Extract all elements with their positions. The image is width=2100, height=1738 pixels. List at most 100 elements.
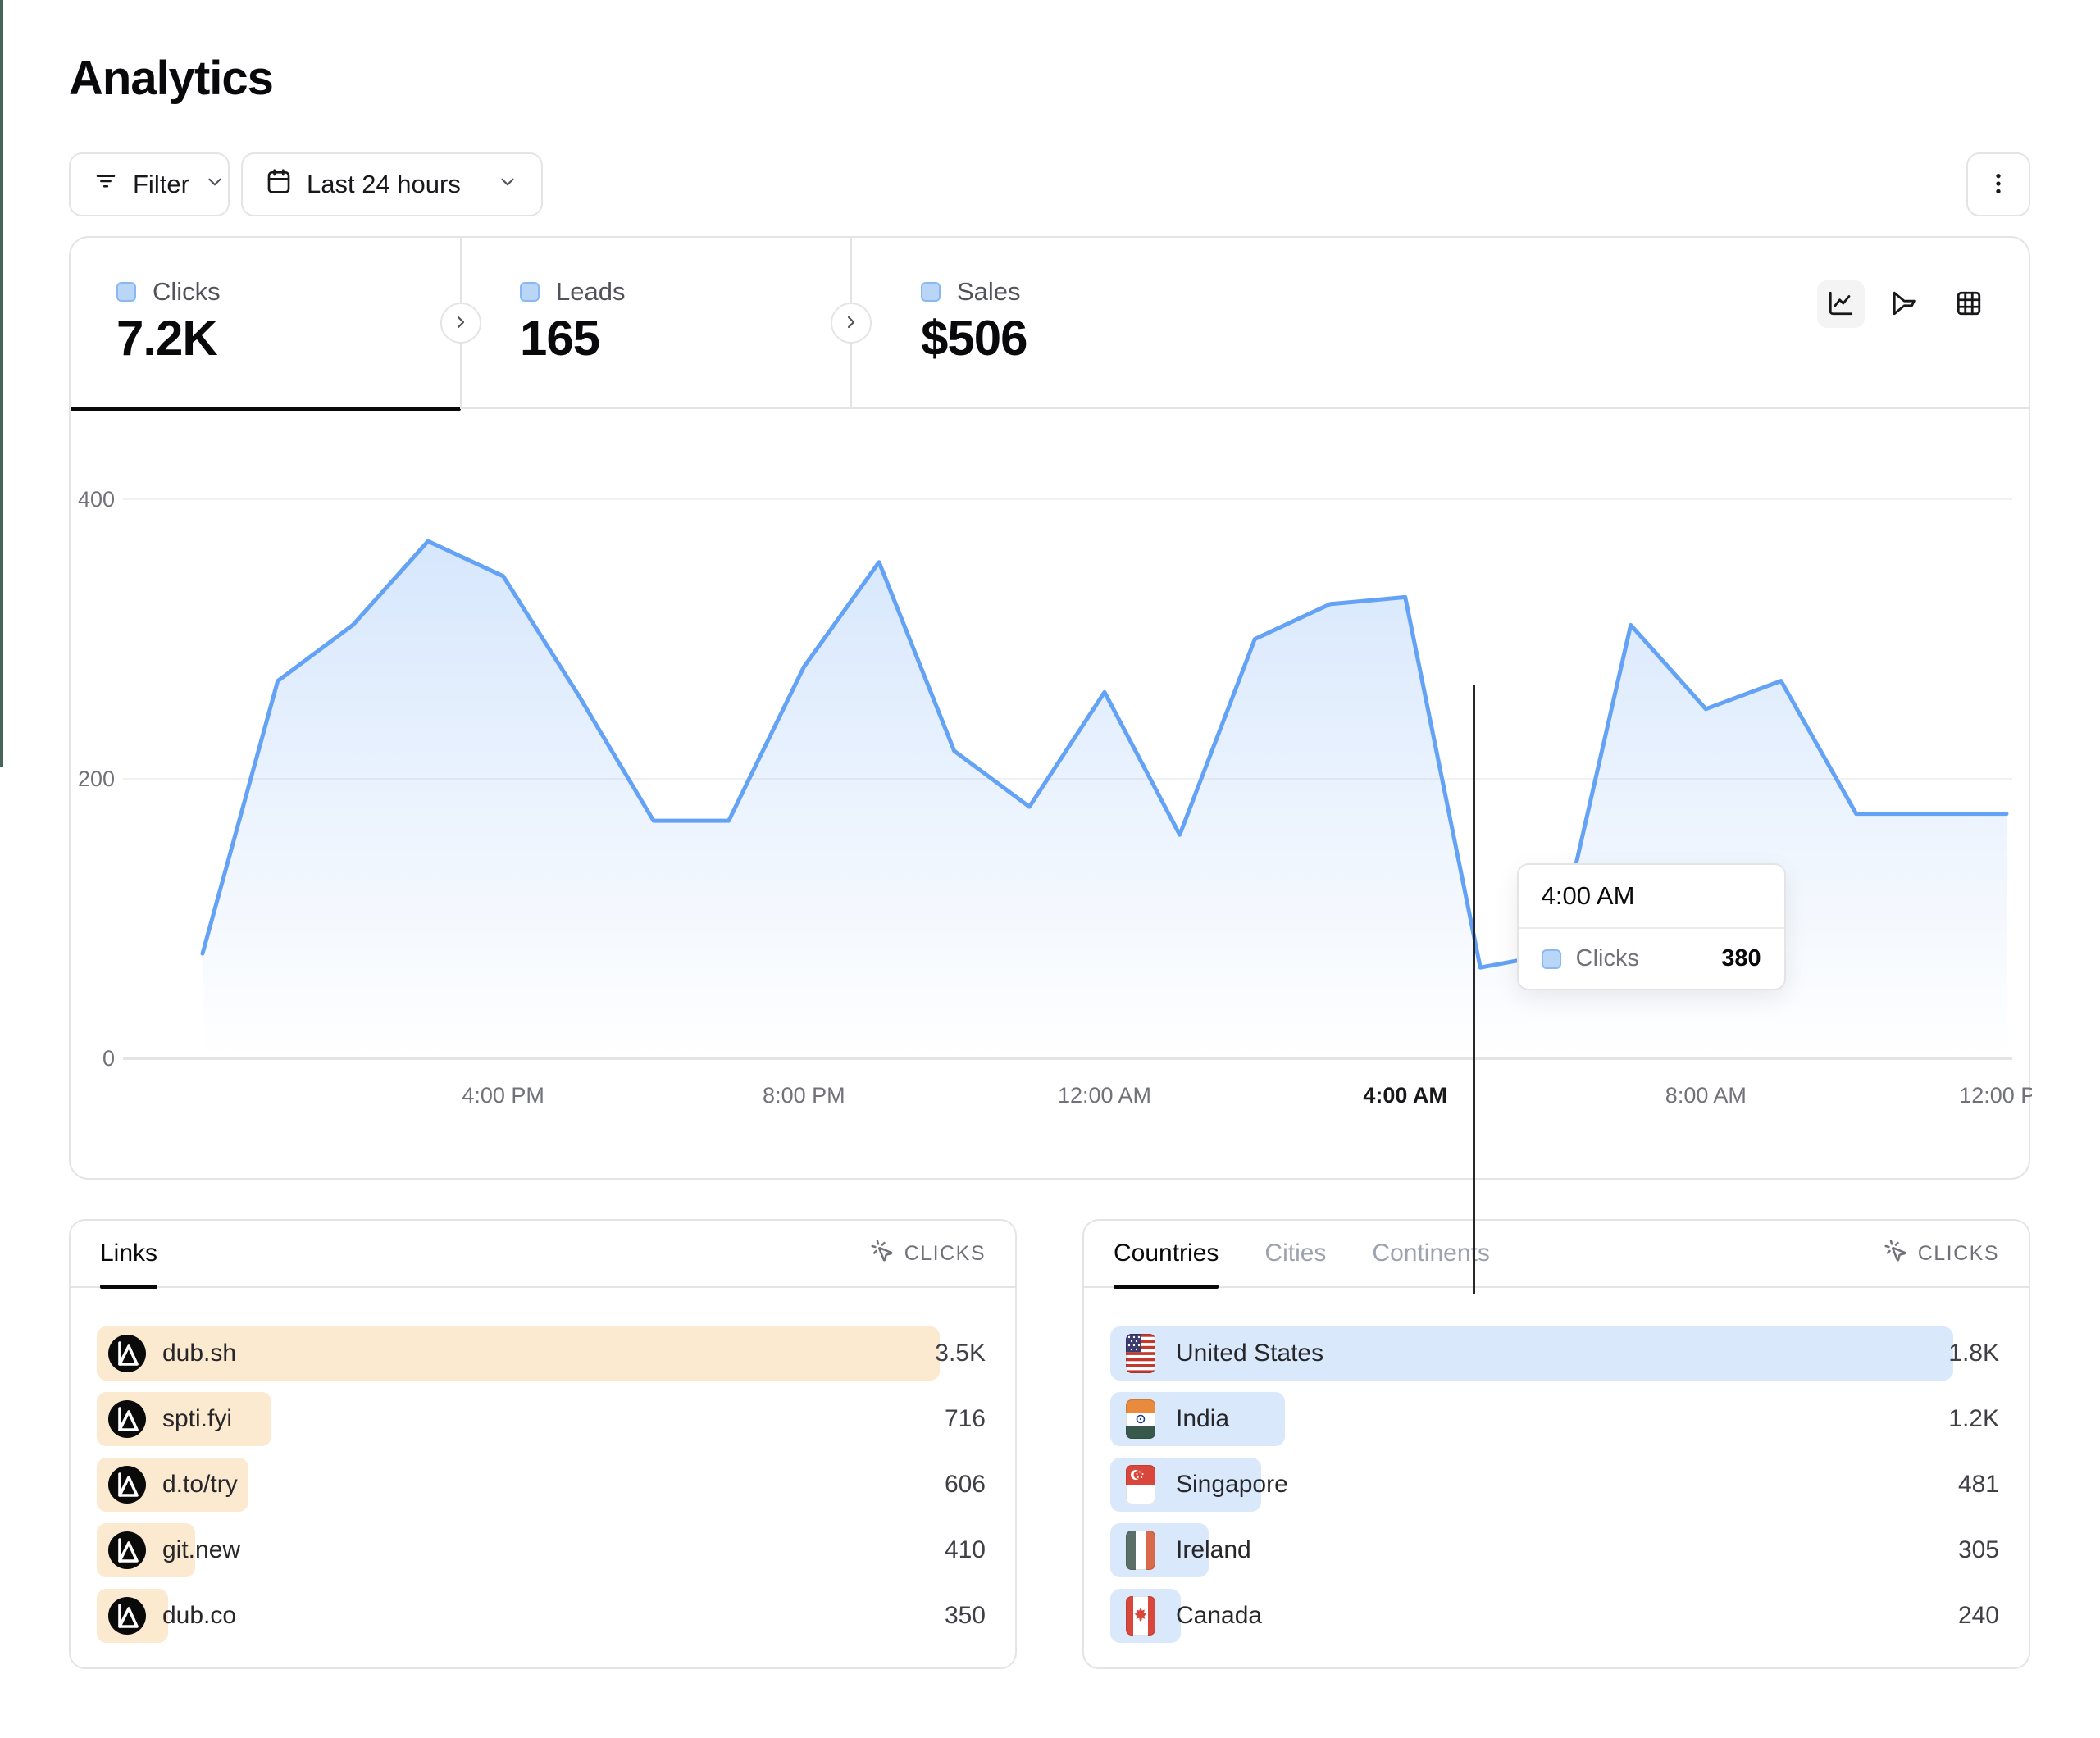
- country-row[interactable]: Canada 240: [1110, 1589, 2002, 1643]
- link-clicks-value: 410: [944, 1536, 986, 1563]
- links-panel: Links CLICKS dub.sh 3.5K spti.fyi 716 d.…: [69, 1219, 1017, 1669]
- link-label: git.new: [162, 1536, 241, 1563]
- country-row[interactable]: Singapore 481: [1110, 1458, 2002, 1512]
- link-clicks-value: 606: [944, 1471, 986, 1498]
- svg-text:4:00 PM: 4:00 PM: [462, 1083, 544, 1108]
- leads-legend-icon: [520, 282, 540, 302]
- area-chart-canvas: 0 200 400 4:00 PM 8:00 PM 12:00 AM 4:00 AM 8:0…: [78, 487, 2032, 1108]
- country-label: India: [1176, 1405, 1230, 1432]
- sales-legend-icon: [921, 282, 941, 302]
- tab-cities[interactable]: Cities: [1264, 1240, 1327, 1267]
- country-row[interactable]: India 1.2K: [1110, 1392, 2002, 1446]
- clicks-column-label: CLICKS: [904, 1241, 986, 1265]
- link-label: spti.fyi: [162, 1405, 233, 1432]
- svg-text:12:00 AM: 12:00 AM: [1058, 1083, 1151, 1108]
- expand-metric-button[interactable]: [440, 303, 481, 344]
- chart-view-toggles: [1817, 280, 1993, 328]
- clicks-time-series-chart[interactable]: 0 200 400 4:00 PM 8:00 PM 12:00 AM 4:00 AM 8:0…: [71, 409, 2032, 1181]
- filter-button[interactable]: Filter: [69, 152, 230, 216]
- clicks-bar: [97, 1326, 940, 1381]
- hover-cursor-line: [1473, 685, 1476, 1294]
- y-axis-labels: 0 200 400: [78, 487, 115, 1071]
- metric-label: Leads: [556, 277, 626, 306]
- clicks-legend-icon: [116, 282, 136, 302]
- country-clicks-value: 1.8K: [1948, 1340, 1999, 1367]
- tooltip-value: 380: [1721, 945, 1761, 971]
- active-tab-underline: [71, 407, 461, 411]
- mouse-click-icon: [1884, 1239, 1908, 1269]
- country-row[interactable]: Ireland 305: [1110, 1523, 2002, 1577]
- svg-text:400: 400: [78, 487, 115, 512]
- date-range-button[interactable]: Last 24 hours: [241, 152, 543, 216]
- country-label: Canada: [1176, 1602, 1263, 1629]
- leads-value: 165: [520, 311, 600, 366]
- line-chart-view-button[interactable]: [1817, 280, 1865, 328]
- clicks-column-header[interactable]: CLICKS: [1884, 1239, 1999, 1269]
- links-panel-header: Links CLICKS: [71, 1220, 1015, 1289]
- chevron-right-icon: [841, 312, 861, 334]
- link-label: dub.sh: [162, 1340, 237, 1367]
- country-label: United States: [1176, 1340, 1324, 1367]
- metric-label: Clicks: [153, 277, 221, 306]
- chevron-down-icon: [204, 170, 225, 199]
- tab-clicks[interactable]: Clicks 7.2K: [71, 238, 461, 411]
- expand-metric-button[interactable]: [831, 303, 872, 344]
- tooltip-time: 4:00 AM: [1518, 865, 1784, 929]
- tab-links[interactable]: Links: [100, 1220, 158, 1289]
- flag-ie-icon: [1122, 1531, 1159, 1570]
- sales-value: $506: [921, 311, 1027, 366]
- country-clicks-value: 481: [1957, 1471, 1999, 1498]
- more-options-button[interactable]: [1966, 152, 2030, 216]
- country-row[interactable]: United States 1.8K: [1110, 1326, 2002, 1381]
- link-label: d.to/try: [162, 1471, 238, 1498]
- area-fill: [203, 541, 2007, 1058]
- tab-countries[interactable]: Countries: [1114, 1220, 1219, 1289]
- clicks-legend-icon: [1541, 949, 1561, 969]
- country-clicks-value: 1.2K: [1948, 1405, 1999, 1432]
- link-row[interactable]: d.to/try 606: [97, 1458, 989, 1512]
- table-view-button[interactable]: [1945, 280, 1993, 328]
- mouse-click-icon: [870, 1239, 895, 1269]
- grid-table-icon: [1955, 289, 1983, 320]
- svg-text:0: 0: [102, 1046, 115, 1071]
- funnel-chart-view-button[interactable]: [1881, 280, 1929, 328]
- link-clicks-value: 716: [944, 1405, 986, 1432]
- window-edge-accent: [0, 0, 3, 767]
- link-row[interactable]: spti.fyi 716: [97, 1392, 989, 1446]
- date-range-label: Last 24 hours: [307, 170, 461, 198]
- page-title: Analytics: [69, 52, 274, 105]
- country-clicks-value: 305: [1957, 1536, 1999, 1563]
- country-clicks-value: 240: [1957, 1602, 1999, 1629]
- link-row[interactable]: git.new 410: [97, 1523, 989, 1577]
- link-label: dub.co: [162, 1602, 237, 1629]
- countries-list: United States 1.8K India 1.2K Singapore …: [1110, 1326, 2002, 1654]
- svg-text:8:00 PM: 8:00 PM: [763, 1083, 845, 1108]
- svg-text:200: 200: [78, 767, 115, 791]
- link-row[interactable]: dub.co 350: [97, 1589, 989, 1643]
- clicks-bar: [1110, 1326, 1953, 1381]
- country-label: Ireland: [1176, 1536, 1251, 1563]
- dub-logo-icon: [108, 1465, 146, 1504]
- svg-text:4:00 AM: 4:00 AM: [1363, 1083, 1447, 1108]
- tab-leads[interactable]: Leads 165: [461, 238, 851, 409]
- link-row[interactable]: dub.sh 3.5K: [97, 1326, 989, 1381]
- chevron-down-icon: [497, 170, 518, 199]
- calendar-icon: [266, 168, 292, 201]
- funnel-icon: [1891, 289, 1919, 320]
- chart-tooltip: 4:00 AM Clicks 380: [1516, 863, 1786, 990]
- links-list: dub.sh 3.5K spti.fyi 716 d.to/try 606 gi…: [97, 1326, 989, 1654]
- kebab-menu-icon: [1985, 171, 2011, 199]
- clicks-value: 7.2K: [116, 311, 218, 366]
- country-label: Singapore: [1176, 1471, 1288, 1498]
- countries-panel-header: Countries Cities Continents CLICKS: [1084, 1220, 2029, 1289]
- clicks-column-header[interactable]: CLICKS: [870, 1239, 986, 1269]
- link-clicks-value: 350: [944, 1602, 986, 1629]
- countries-panel: Countries Cities Continents CLICKS Unite…: [1082, 1219, 2030, 1669]
- flag-ca-icon: [1122, 1596, 1159, 1636]
- tab-continents[interactable]: Continents: [1372, 1240, 1490, 1267]
- analytics-chart-card: Clicks 7.2K Leads 165 Sales $506: [69, 236, 2032, 1294]
- x-axis-labels: 4:00 PM 8:00 PM 12:00 AM 4:00 AM 8:00 AM 12:0…: [462, 1083, 2032, 1108]
- svg-text:8:00 AM: 8:00 AM: [1665, 1083, 1747, 1108]
- tab-sales[interactable]: Sales $506: [851, 238, 1241, 409]
